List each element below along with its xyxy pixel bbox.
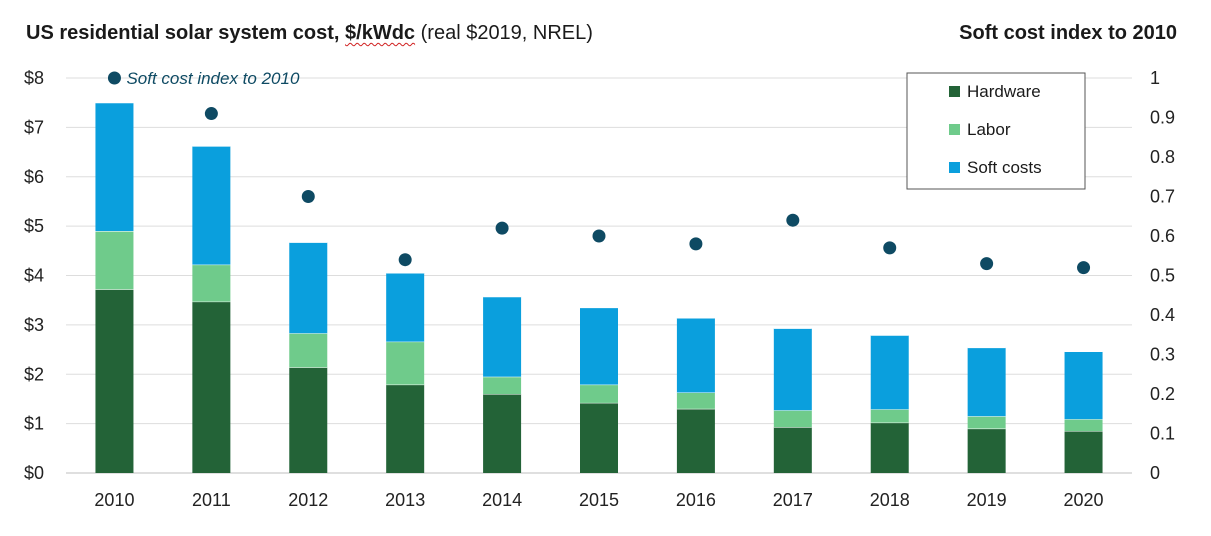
index-point <box>107 71 121 85</box>
x-axis-tick-label: 2014 <box>482 490 522 510</box>
y2-axis-tick-label: 0 <box>1150 463 1160 483</box>
x-axis-tick-label: 2011 <box>192 490 231 510</box>
bar-soft-costs <box>483 296 522 377</box>
bar-labor <box>289 333 328 368</box>
index-point <box>398 253 412 267</box>
legend-box <box>906 72 1086 190</box>
bar-hardware <box>580 402 618 473</box>
bar-hardware <box>483 394 522 473</box>
y-axis-tick-label: $3 <box>24 315 44 335</box>
bar-hardware <box>870 422 909 473</box>
bar-labor <box>773 410 812 428</box>
y2-axis-tick-label: 0.7 <box>1150 187 1175 207</box>
index-point <box>592 229 606 243</box>
right-axis-title: Soft cost index to 2010 <box>959 22 1177 44</box>
legend-label-hardware: Hardware <box>967 82 1041 101</box>
x-axis-tick-label: 2019 <box>967 490 1007 510</box>
x-axis-tick-label: 2018 <box>870 490 910 510</box>
index-point <box>980 257 994 271</box>
legend-swatch-labor <box>949 124 960 135</box>
bar-hardware <box>676 408 715 473</box>
y2-axis-tick-label: 0.6 <box>1150 226 1175 246</box>
index-point <box>301 190 315 203</box>
index-point <box>689 237 703 251</box>
legend-swatch-soft-costs <box>949 162 960 173</box>
bar-soft-costs <box>95 102 134 232</box>
bar-soft-costs <box>289 242 328 334</box>
y-axis-tick-label: $2 <box>24 364 44 384</box>
bar-soft-costs <box>676 317 715 393</box>
x-axis-tick-label: 2010 <box>94 490 134 510</box>
bar-labor <box>676 392 715 409</box>
index-annotation: Soft cost index to 2010 <box>126 69 299 88</box>
index-point <box>883 241 897 255</box>
y2-axis-tick-label: 0.3 <box>1150 345 1175 365</box>
bar-labor <box>192 264 231 302</box>
x-axis-tick-label: 2020 <box>1064 490 1104 510</box>
x-axis-tick-label: 2017 <box>773 490 813 510</box>
y-axis-tick-label: $7 <box>24 117 44 137</box>
y-axis-tick-label: $6 <box>24 167 44 187</box>
x-axis-tick-label: 2013 <box>385 490 425 510</box>
bar-labor <box>1064 419 1103 432</box>
y-axis-tick-label: $0 <box>24 463 44 483</box>
bar-hardware <box>95 289 134 473</box>
bar-soft-costs <box>870 335 909 410</box>
chart-title: US residential solar system cost, $/kWdc… <box>26 22 593 45</box>
y2-axis-tick-label: 0.5 <box>1150 266 1175 286</box>
y2-axis-tick-label: 0.9 <box>1150 108 1175 128</box>
bar-hardware <box>289 367 328 473</box>
bar-labor <box>870 409 909 423</box>
y-axis-tick-label: $5 <box>24 216 44 236</box>
bar-soft-costs <box>773 328 812 411</box>
legend-label-labor: Labor <box>967 120 1011 139</box>
bar-hardware <box>386 384 425 473</box>
bar-hardware <box>1064 431 1103 473</box>
x-axis-tick-label: 2012 <box>288 490 328 510</box>
y-axis-tick-label: $1 <box>24 414 44 434</box>
x-axis-tick-label: 2016 <box>676 490 716 510</box>
index-point <box>495 221 509 235</box>
chart-title-source: (real $2019, NREL) <box>420 22 593 44</box>
bar-soft-costs <box>386 273 425 342</box>
y-axis-tick-label: $8 <box>24 68 44 88</box>
y2-axis-tick-label: 1 <box>1150 68 1160 88</box>
legend-swatch-hardware <box>949 86 960 97</box>
bar-hardware <box>773 427 812 473</box>
bar-labor <box>483 376 522 394</box>
chart-title-unit: $/kWdc <box>345 22 416 44</box>
bar-soft-costs <box>192 146 231 265</box>
bar-labor <box>967 416 1006 429</box>
index-point <box>204 107 218 121</box>
chart-title-main: US residential solar system cost, <box>26 22 340 44</box>
bar-labor <box>386 341 425 385</box>
bar-labor <box>580 384 618 403</box>
bar-soft-costs <box>580 307 618 385</box>
bar-labor <box>95 231 134 290</box>
bar-hardware <box>192 301 231 473</box>
bar-soft-costs <box>1064 351 1103 420</box>
y2-axis-tick-label: 0.8 <box>1150 147 1175 167</box>
index-point <box>786 213 800 227</box>
y-axis-tick-label: $4 <box>24 266 44 286</box>
x-axis-tick-label: 2015 <box>579 490 619 510</box>
bar-soft-costs <box>967 347 1006 417</box>
y2-axis-tick-label: 0.1 <box>1150 424 1175 444</box>
legend-label-soft-costs: Soft costs <box>967 158 1042 177</box>
bar-hardware <box>967 428 1006 473</box>
y2-axis-tick-label: 0.4 <box>1150 305 1175 325</box>
y2-axis-tick-label: 0.2 <box>1150 384 1175 404</box>
index-point <box>1077 261 1091 275</box>
